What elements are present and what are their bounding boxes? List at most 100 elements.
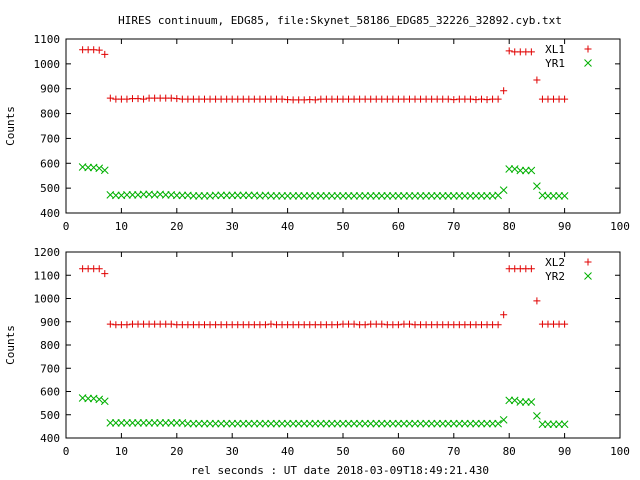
y-tick-label: 500 <box>40 182 60 195</box>
x-tick-label: 60 <box>392 220 405 233</box>
data-point <box>333 191 342 200</box>
data-point <box>449 419 458 428</box>
data-point <box>172 419 181 427</box>
data-point <box>267 419 275 428</box>
data-point <box>206 419 214 428</box>
data-point <box>499 416 508 424</box>
data-point <box>533 76 541 84</box>
plot-layer: 0 10 20 30 40 50 60 70 80 90 100400500600700800900… <box>4 33 630 458</box>
data-point <box>427 191 436 200</box>
data-point <box>217 191 225 200</box>
data-point <box>494 321 502 329</box>
data-point <box>422 191 430 200</box>
y-tick-label: 700 <box>40 362 60 375</box>
y-tick-label: 1100 <box>34 269 61 282</box>
data-point <box>178 191 187 200</box>
data-point <box>333 321 341 329</box>
data-point <box>267 320 275 328</box>
data-point <box>466 191 475 200</box>
legend-label: YR2 <box>545 270 565 283</box>
data-point <box>128 419 137 427</box>
data-point <box>533 412 541 420</box>
x-tick-label: 30 <box>226 445 239 458</box>
x-tick-label: 90 <box>558 220 571 233</box>
data-point <box>555 420 563 429</box>
data-point <box>184 419 192 428</box>
data-point <box>228 191 237 200</box>
x-tick-label: 100 <box>610 220 630 233</box>
data-point <box>239 191 248 200</box>
y-tick-label: 1100 <box>34 33 61 46</box>
data-point <box>561 95 569 103</box>
data-point <box>316 419 325 428</box>
data-point <box>283 191 292 200</box>
data-point <box>400 191 408 200</box>
legend-marker <box>584 272 592 280</box>
data-point <box>145 419 153 427</box>
data-point <box>389 419 397 428</box>
data-point <box>472 419 480 428</box>
data-point <box>172 191 181 200</box>
data-point <box>361 191 370 200</box>
data-point <box>283 419 292 428</box>
data-point <box>411 419 419 428</box>
data-point <box>239 419 248 428</box>
y-tick-label: 400 <box>40 207 60 220</box>
data-point <box>377 419 386 428</box>
data-point <box>316 191 325 200</box>
data-point <box>483 191 491 200</box>
data-point <box>366 191 375 200</box>
data-point <box>527 48 535 56</box>
data-point <box>250 419 259 428</box>
data-point <box>294 191 303 200</box>
data-point <box>400 419 408 428</box>
data-point <box>328 419 336 428</box>
data-point <box>100 166 109 175</box>
data-point <box>538 420 547 429</box>
data-point <box>394 191 403 200</box>
data-point <box>505 165 514 173</box>
data-point <box>139 190 148 199</box>
data-point <box>305 419 314 428</box>
data-point <box>233 419 242 428</box>
data-point <box>494 95 502 103</box>
data-point <box>294 419 303 428</box>
data-point <box>267 191 275 200</box>
x-tick-label: 50 <box>336 445 349 458</box>
data-point <box>112 191 120 200</box>
data-point <box>322 419 331 428</box>
data-point <box>150 419 159 427</box>
data-point <box>394 419 403 428</box>
x-tick-label: 60 <box>392 445 405 458</box>
y-tick-label: 800 <box>40 339 60 352</box>
legend-marker <box>584 45 592 53</box>
data-point <box>389 191 397 200</box>
data-point <box>372 191 381 200</box>
data-point <box>444 191 453 200</box>
data-point <box>95 164 104 173</box>
chart-panel-1: 0 10 20 30 40 50 60 70 80 90 100 400 500 600 700 800 900… <box>4 33 630 233</box>
data-point <box>416 191 425 200</box>
data-point <box>311 191 320 200</box>
data-point <box>555 191 563 200</box>
data-point <box>217 419 225 428</box>
y-tick-label: 900 <box>40 83 60 96</box>
data-point <box>134 419 142 427</box>
data-point <box>494 419 502 428</box>
data-point <box>156 419 165 427</box>
series-XL2 <box>79 265 569 329</box>
data-point <box>355 191 364 200</box>
y-tick-label: 1000 <box>34 58 61 71</box>
chart-title: HIRES continuum, EDG85, file:Skynet_5818… <box>118 14 562 27</box>
data-point <box>561 320 569 328</box>
data-point <box>544 420 552 429</box>
data-point <box>510 165 519 173</box>
data-point <box>472 191 480 200</box>
data-point <box>140 95 148 103</box>
data-point <box>438 191 447 200</box>
data-point <box>378 320 386 328</box>
plot-frame <box>65 38 621 214</box>
data-point <box>544 191 552 200</box>
data-point <box>405 419 414 428</box>
data-point <box>533 297 541 305</box>
